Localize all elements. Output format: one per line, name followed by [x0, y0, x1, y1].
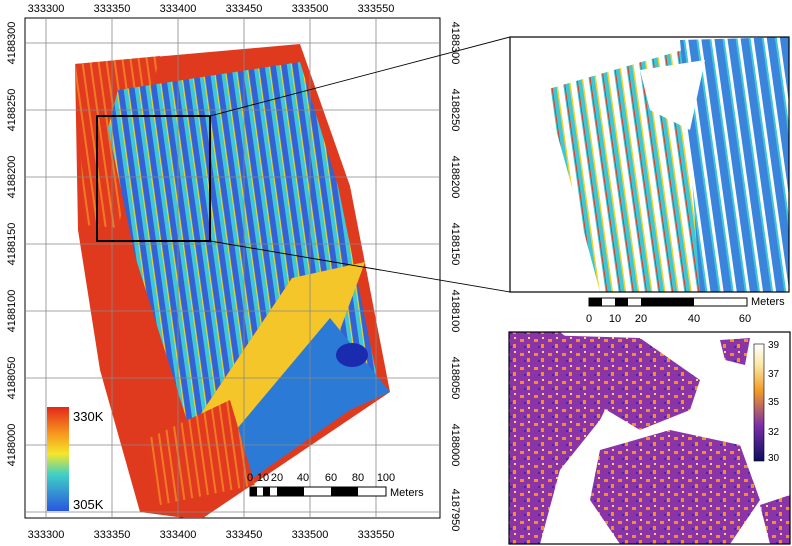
- inset-canopy-temperature-panel: 39 37 35 32 30: [508, 331, 791, 545]
- x-tick-labels-top: 333300 333350 333400 333450 333500 33355…: [28, 3, 395, 15]
- legend-max-label: 330K: [73, 409, 104, 424]
- zoom-connector-lines: [209, 36, 511, 293]
- y-tick-labels-right: 4188300 4188250 4188200 4188150 4188100 …: [449, 22, 461, 532]
- x-tick-label: 333500: [292, 3, 329, 15]
- y-tick-labels-left: 4188300 4188250 4188200 4188150 4188100 …: [6, 22, 18, 467]
- x-tick-label: 333400: [160, 3, 197, 15]
- x-tick-label: 333500: [292, 529, 329, 541]
- y-tick-label: 4188150: [449, 223, 461, 266]
- y-tick-label: 4188050: [449, 357, 461, 400]
- scale-tick-label: 0: [247, 472, 253, 484]
- scale-tick-label: 20: [271, 472, 283, 484]
- scale-tick-label: 10: [257, 472, 269, 484]
- y-tick-label: 4188300: [449, 22, 461, 65]
- colorbar-tick-label: 37: [768, 369, 780, 380]
- y-tick-label: 4188200: [6, 156, 18, 199]
- y-tick-label: 4188150: [6, 223, 18, 266]
- y-tick-label: 4188300: [6, 22, 18, 65]
- colorbar-tick-label: 32: [768, 427, 780, 438]
- inset-gap: [640, 60, 705, 130]
- scale-tick-label: 40: [297, 472, 309, 484]
- main-scale-bar: 0 10 20 40 60 80 100 Meters: [247, 472, 424, 499]
- canopy-patch: [540, 335, 700, 430]
- inset-scale-unit-label: Meters: [751, 296, 785, 308]
- x-tick-label: 333550: [358, 3, 395, 15]
- legend-color-ramp: [47, 407, 69, 511]
- y-tick-label: 4188000: [449, 424, 461, 467]
- scale-bar-outline: [249, 486, 387, 497]
- x-tick-label: 333450: [226, 529, 263, 541]
- scale-tick-label: 60: [325, 472, 337, 484]
- zoom-extent-box: [96, 115, 211, 242]
- inset-scale-tick-label: 60: [739, 313, 751, 325]
- y-tick-label: 4187950: [449, 489, 461, 532]
- inset-scale-bar: Meters 0 10 20 40 60: [586, 296, 785, 325]
- inset-cool-rows: [680, 37, 789, 292]
- inset-zoom-frame: [509, 36, 790, 293]
- canopy-patch: [590, 430, 760, 544]
- canopy-patch: [720, 338, 750, 365]
- canopy-patch: [760, 495, 790, 544]
- inset-scale-tick-label: 40: [688, 313, 700, 325]
- colorbar-tick-label: 35: [768, 397, 780, 408]
- temperature-legend: 330K 305K: [47, 407, 104, 512]
- canopy-colorbar-ramp: [753, 343, 765, 462]
- y-tick-label: 4188250: [449, 89, 461, 132]
- main-map: 333300 333350 333400 333450 333500 33355…: [6, 3, 461, 541]
- x-tick-label: 333300: [28, 529, 65, 541]
- x-tick-label: 333300: [28, 3, 65, 15]
- scale-tick-label: 80: [352, 472, 364, 484]
- canopy-frame: [508, 331, 791, 545]
- scale-unit-label: Meters: [390, 487, 424, 499]
- y-tick-label: 4188000: [6, 424, 18, 467]
- x-tick-label: 333400: [160, 529, 197, 541]
- y-tick-label: 4188100: [449, 290, 461, 333]
- main-map-grid: [25, 18, 440, 518]
- x-tick-labels-bottom: 333300 333350 333400 333450 333500 33355…: [28, 529, 395, 541]
- y-tick-label: 4188250: [6, 89, 18, 132]
- mosaic-deep-cool-spot: [336, 343, 368, 367]
- x-tick-label: 333350: [94, 529, 131, 541]
- inset-zoom-panel: Meters 0 10 20 40 60: [509, 36, 790, 325]
- mosaic-bottom-rows: [145, 400, 255, 505]
- canopy-colorbar: 39 37 35 32 30: [753, 340, 780, 464]
- x-tick-label: 333550: [358, 529, 395, 541]
- scale-tick-label: 100: [377, 472, 395, 484]
- inset-scale-tick-label: 20: [635, 313, 647, 325]
- y-tick-label: 4188200: [449, 156, 461, 199]
- inset-scale-tick-label: 10: [609, 313, 621, 325]
- x-tick-label: 333450: [226, 3, 263, 15]
- inset-scale-tick-label: 0: [586, 313, 592, 325]
- legend-min-label: 305K: [73, 497, 104, 512]
- y-tick-label: 4188100: [6, 290, 18, 333]
- thermal-mosaic: [75, 44, 390, 518]
- colorbar-tick-label: 30: [768, 453, 780, 464]
- x-tick-label: 333350: [94, 3, 131, 15]
- colorbar-tick-label: 39: [768, 340, 780, 351]
- y-tick-label: 4188050: [6, 357, 18, 400]
